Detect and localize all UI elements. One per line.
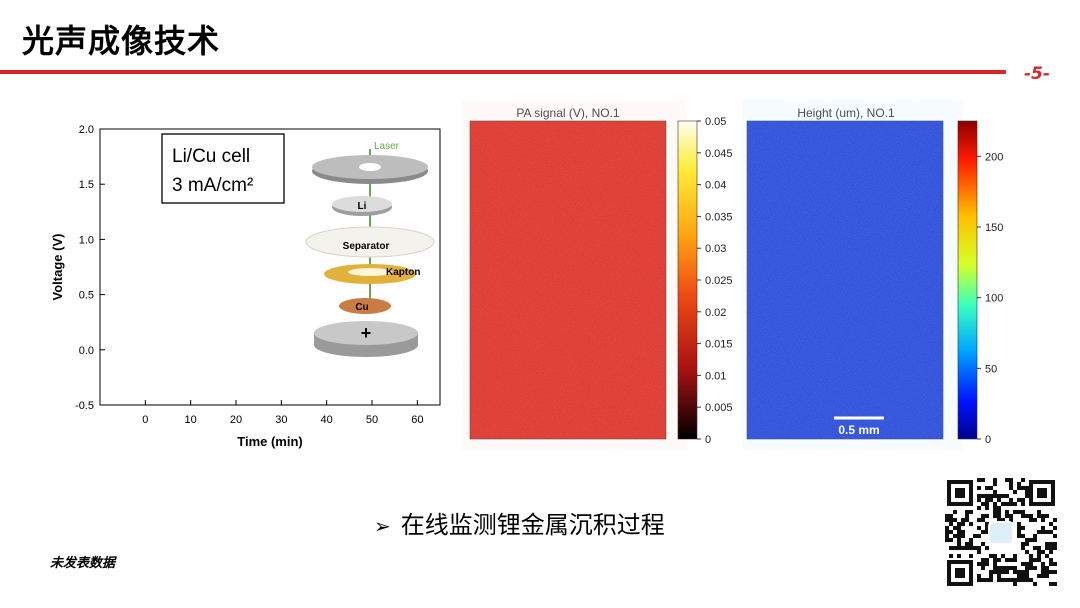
colorbar-tick-label-8: 0.01	[705, 370, 726, 382]
cu-label: Cu	[355, 302, 368, 313]
colorbar-tick-label-2: 0.04	[705, 180, 726, 192]
pa-map-title: PA signal (V), NO.1	[516, 106, 619, 120]
separator-label: Separator	[343, 241, 390, 252]
colorbar-tick-label-3: 50	[985, 363, 997, 375]
plot-frame	[99, 128, 441, 406]
y-tick-label-2: 0.5	[79, 290, 94, 302]
x-tick-label-6: 60	[411, 414, 423, 426]
scale-bar-label: 0.5 mm	[838, 423, 879, 437]
callout-line-2: 3 mA/cm²	[172, 175, 253, 196]
x-tick-label-4: 40	[321, 414, 333, 426]
x-ticks: 0 10 20 30 40 50 60	[142, 400, 423, 426]
colorbar-tick-label-6: 0.02	[705, 307, 726, 319]
colorbar-tick-label-2: 100	[985, 293, 1003, 305]
x-axis-label: Time (min)	[237, 434, 303, 449]
bullet-text: 在线监测锂金属沉积过程	[400, 511, 665, 539]
title-divider	[0, 70, 1006, 74]
li-label: Li	[358, 201, 367, 212]
colorbar-tick-label-9: 0.005	[705, 402, 733, 414]
x-tick-label-5: 50	[366, 414, 378, 426]
height-map: Height (um), NO.1 0.5 mm 200 150 100 50 0	[746, 106, 1003, 446]
y-tick-label-5: 2.0	[79, 124, 94, 136]
kapton-label: Kapton	[386, 267, 420, 278]
cell-callout-box	[161, 133, 285, 204]
colorbar-tick-label-3: 0.035	[705, 211, 733, 223]
colorbar-tick-label-4: 0	[985, 434, 991, 446]
x-tick-label-3: 30	[275, 414, 287, 426]
voltage-time-plot: -0.5 0.0 0.5 1.0 1.5 2.0 0 10 20 30 40 50 60 Time (…	[50, 124, 441, 449]
y-tick-label-1: 0.0	[79, 345, 94, 357]
bullet-point: ➢ 在线监测锂金属沉积过程	[374, 505, 665, 540]
separator-disc	[305, 226, 435, 258]
pa-signal-map: PA signal (V), NO.1 0.050.0450.040.0350.…	[469, 106, 733, 446]
y-tick-label-3: 1.0	[79, 234, 94, 246]
colorbar-tick-label-0: 200	[985, 151, 1003, 163]
colorbar-tick-label-4: 0.03	[705, 243, 726, 255]
y-tick-label-0: -0.5	[75, 400, 94, 412]
pa-colorbar	[677, 120, 698, 440]
colorbar-tick-label-1: 0.045	[705, 148, 733, 160]
y-tick-label-4: 1.5	[79, 179, 94, 191]
colorbar-tick-label-0: 0.05	[705, 116, 726, 128]
page-number: -5-	[1024, 64, 1050, 84]
colorbar-tick-label-1: 150	[985, 222, 1003, 234]
cu-disc	[339, 298, 391, 314]
plus-label: +	[361, 323, 372, 343]
laser-label: Laser	[374, 141, 400, 152]
colorbar-tick-label-5: 0.025	[705, 275, 733, 287]
x-tick-label-1: 10	[185, 414, 197, 426]
pa-colorbar-ticks: 0.05 0.045 0.04 0.035 0.03 0.025 0.02 0.015 0.01…	[697, 116, 733, 446]
y-ticks: -0.5 0.0 0.5 1.0 1.5 2.0	[75, 124, 105, 412]
slide-title: 光声成像技术	[22, 22, 221, 60]
y-axis-label: Voltage (V)	[50, 234, 65, 301]
cell-stack-illustration: Laser Li Separator Kapton Cu +	[305, 141, 435, 357]
colorbar-tick-label-10: 0	[705, 434, 711, 446]
arrow-bullet-icon: ➢	[374, 514, 391, 538]
callout-line-1: Li/Cu cell	[172, 146, 250, 167]
colorbar-tick-label-7: 0.015	[705, 339, 733, 351]
height-colorbar-ticks: 200 150 100 50 0	[977, 151, 1003, 446]
qr-code-icon[interactable]	[945, 478, 1057, 588]
x-tick-label-2: 20	[230, 414, 242, 426]
height-colorbar	[957, 120, 978, 440]
footnote: 未发表数据	[50, 556, 116, 571]
height-map-title: Height (um), NO.1	[797, 106, 895, 120]
x-tick-label-0: 0	[142, 414, 148, 426]
